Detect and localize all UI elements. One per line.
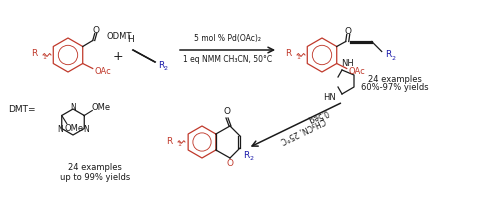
- Text: 60%-97% yields: 60%-97% yields: [361, 84, 429, 92]
- Text: up to 99% yields: up to 99% yields: [60, 172, 130, 182]
- Text: 5 mol % Pd(OAc)₂: 5 mol % Pd(OAc)₂: [194, 34, 262, 44]
- Text: OAc: OAc: [94, 67, 111, 76]
- Text: 1: 1: [177, 142, 181, 147]
- Text: O: O: [226, 160, 234, 168]
- Text: 1 eq NMM CH₃CN, 50°C: 1 eq NMM CH₃CN, 50°C: [184, 55, 272, 64]
- Text: R: R: [31, 49, 37, 58]
- Text: 0.5eq: 0.5eq: [306, 107, 330, 125]
- Text: DMT=: DMT=: [8, 106, 36, 114]
- Text: 1: 1: [42, 55, 46, 60]
- Text: N: N: [57, 125, 63, 134]
- Text: O: O: [344, 27, 351, 36]
- Text: ODMT: ODMT: [106, 32, 132, 41]
- Text: 24 examples: 24 examples: [68, 164, 122, 172]
- Text: 2: 2: [164, 66, 168, 72]
- Text: 2: 2: [249, 156, 253, 162]
- Text: 24 examples: 24 examples: [368, 75, 422, 84]
- Text: R: R: [166, 136, 172, 146]
- Text: NH: NH: [342, 60, 354, 68]
- Text: O: O: [92, 26, 99, 35]
- Text: O: O: [224, 108, 230, 116]
- Text: CH₃CN, 25°C: CH₃CN, 25°C: [279, 115, 327, 145]
- Text: OMe: OMe: [64, 124, 84, 133]
- Text: N: N: [83, 125, 89, 134]
- Text: N: N: [70, 102, 76, 112]
- Text: H: H: [126, 36, 134, 45]
- Text: R: R: [243, 150, 249, 160]
- Text: +: +: [112, 50, 124, 64]
- Text: R: R: [158, 60, 164, 70]
- Text: 1: 1: [296, 55, 300, 60]
- Text: OMe: OMe: [92, 103, 111, 112]
- Text: OAc: OAc: [348, 67, 365, 76]
- Text: R: R: [386, 50, 392, 59]
- Text: 2: 2: [392, 56, 396, 61]
- Text: R: R: [285, 49, 291, 58]
- Text: HN: HN: [324, 94, 336, 102]
